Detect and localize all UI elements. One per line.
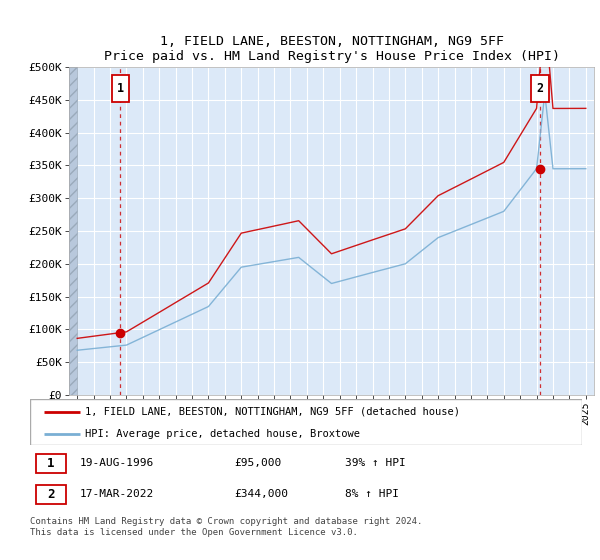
FancyBboxPatch shape [35,454,66,473]
FancyBboxPatch shape [30,399,582,445]
Text: 39% ↑ HPI: 39% ↑ HPI [344,459,406,469]
FancyBboxPatch shape [112,76,129,101]
Text: Contains HM Land Registry data © Crown copyright and database right 2024.
This d: Contains HM Land Registry data © Crown c… [30,517,422,537]
Text: 1, FIELD LANE, BEESTON, NOTTINGHAM, NG9 5FF (detached house): 1, FIELD LANE, BEESTON, NOTTINGHAM, NG9 … [85,407,460,417]
Text: 17-MAR-2022: 17-MAR-2022 [80,489,154,500]
FancyBboxPatch shape [532,76,548,101]
Text: 1: 1 [117,82,124,95]
Text: £344,000: £344,000 [234,489,288,500]
Text: 1: 1 [47,457,55,470]
FancyBboxPatch shape [35,485,66,504]
Text: HPI: Average price, detached house, Broxtowe: HPI: Average price, detached house, Brox… [85,428,360,438]
Text: 8% ↑ HPI: 8% ↑ HPI [344,489,398,500]
Text: 19-AUG-1996: 19-AUG-1996 [80,459,154,469]
Text: 2: 2 [536,82,544,95]
Text: 2: 2 [47,488,55,501]
Bar [69,67,77,395]
Text: £95,000: £95,000 [234,459,281,469]
Title: 1, FIELD LANE, BEESTON, NOTTINGHAM, NG9 5FF
Price paid vs. HM Land Registry's Ho: 1, FIELD LANE, BEESTON, NOTTINGHAM, NG9 … [104,35,560,63]
